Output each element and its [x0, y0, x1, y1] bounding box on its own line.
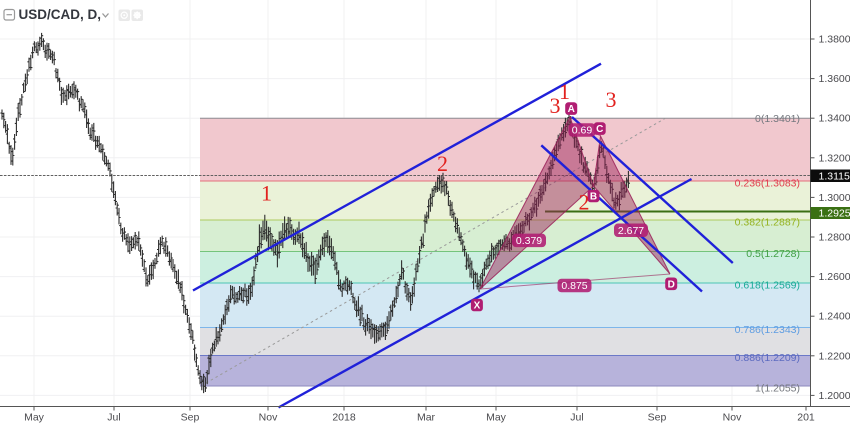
svg-text:1: 1 [261, 181, 272, 206]
svg-text:1.3115: 1.3115 [819, 171, 850, 183]
svg-text:C: C [596, 124, 603, 135]
svg-text:0.786(1.2343): 0.786(1.2343) [735, 324, 800, 336]
svg-text:1.2925: 1.2925 [819, 208, 850, 220]
svg-text:USD/CAD, D,: USD/CAD, D, [19, 7, 102, 22]
svg-text:0.886(1.2209): 0.886(1.2209) [735, 352, 800, 364]
svg-text:D: D [668, 279, 675, 290]
svg-text:2: 2 [579, 190, 590, 215]
svg-text:May: May [486, 412, 507, 423]
svg-text:1.3200: 1.3200 [819, 152, 850, 164]
svg-text:May: May [24, 412, 45, 423]
svg-text:X: X [474, 301, 481, 312]
svg-text:Sep: Sep [648, 412, 667, 423]
svg-text:A: A [568, 104, 575, 115]
svg-text:Mar: Mar [417, 412, 436, 423]
svg-text:1.3000: 1.3000 [819, 192, 850, 204]
svg-text:1.3400: 1.3400 [819, 113, 850, 125]
svg-text:1.2400: 1.2400 [819, 311, 850, 323]
svg-text:B: B [590, 192, 597, 203]
svg-text:1.3800: 1.3800 [819, 34, 850, 46]
svg-text:1.2800: 1.2800 [819, 232, 850, 244]
svg-text:2018: 2018 [332, 412, 356, 423]
svg-text:3: 3 [550, 93, 561, 118]
svg-text:0.379: 0.379 [516, 235, 542, 247]
svg-text:0.382(1.2887): 0.382(1.2887) [735, 217, 800, 229]
svg-text:201: 201 [797, 412, 815, 423]
svg-text:1.3600: 1.3600 [819, 73, 850, 85]
svg-text:0(1.3401): 0(1.3401) [755, 113, 800, 125]
svg-text:0.618(1.2569): 0.618(1.2569) [735, 280, 800, 292]
svg-text:Jul: Jul [570, 412, 583, 423]
svg-text:2: 2 [437, 151, 448, 176]
svg-text:1.2000: 1.2000 [819, 390, 850, 402]
svg-text:0.5(1.2728): 0.5(1.2728) [746, 248, 800, 260]
svg-text:2.677: 2.677 [618, 225, 644, 237]
svg-text:3: 3 [606, 87, 617, 112]
svg-text:0.69: 0.69 [572, 125, 593, 137]
svg-text:1: 1 [559, 79, 570, 104]
svg-text:Nov: Nov [723, 412, 742, 423]
svg-text:1(1.2055): 1(1.2055) [755, 383, 800, 395]
svg-text:Nov: Nov [259, 412, 278, 423]
svg-text:Jul: Jul [107, 412, 120, 423]
svg-text:0.236(1.3083): 0.236(1.3083) [735, 178, 800, 190]
svg-text:1.2600: 1.2600 [819, 271, 850, 283]
svg-text:1.2200: 1.2200 [819, 350, 850, 362]
svg-text:0.875: 0.875 [561, 280, 587, 292]
svg-text:Sep: Sep [181, 412, 200, 423]
